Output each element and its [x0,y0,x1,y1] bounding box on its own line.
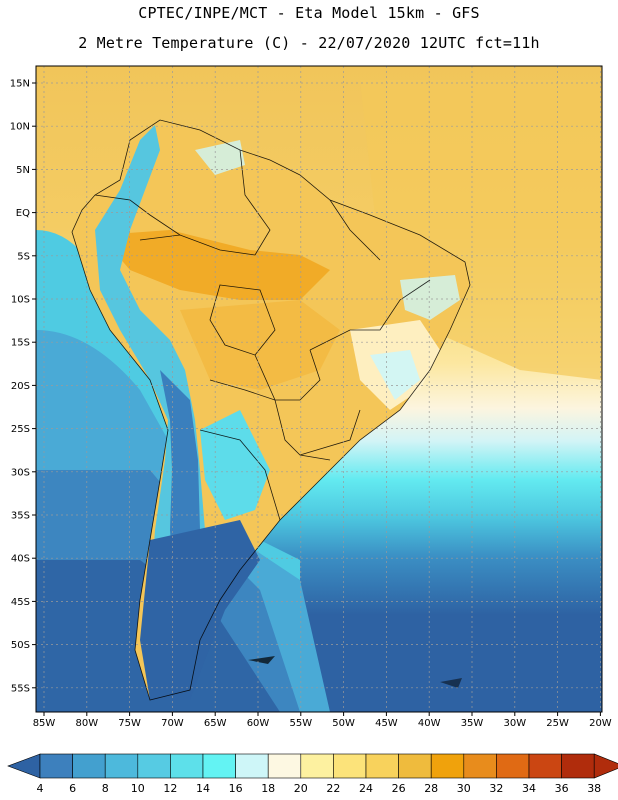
colorbar-label: 22 [326,782,340,795]
lon-label: 20W [589,718,612,729]
map-field [36,66,602,712]
lat-label: 30S [11,467,30,478]
map-frame [35,65,603,713]
colorbar-segment [300,753,334,779]
lon-label: 55W [289,718,312,729]
colorbar-label: 6 [69,782,76,795]
lat-label: 45S [11,597,30,608]
colorbar-label: 30 [457,782,471,795]
chart-title: CPTEC/INPE/MCT - Eta Model 15km - GFS [138,4,480,22]
colorbar-label: 20 [294,782,308,795]
colorbar-label: 32 [489,782,503,795]
latitude-labels: 15N 10N 5N EQ 5S 10S 15S 20S 25S 30S 35S 40S 45S 50S 5… [10,79,36,694]
colorbar-segment [104,753,139,779]
colorbar-segment [496,753,530,779]
lat-label: 5S [17,251,30,262]
colorbar-label: 16 [229,782,243,795]
lat-label: 15N [10,79,30,90]
lon-label: 50W [332,718,355,729]
lon-label: 45W [375,718,398,729]
colorbar-segment [267,753,302,779]
lat-label: 35S [11,511,30,522]
colorbar-segment [170,753,204,779]
map-gridlines [36,66,602,712]
colorbar-right-arrow [593,753,618,779]
lon-label: 60W [247,718,270,729]
colorbar-segment [528,753,562,779]
colorbar-segment [430,753,465,779]
colorbar: 4 6 8 10 12 14 16 18 20 22 24 26 28 30 32 34 36 38 [7,753,618,795]
colorbar-segment [235,753,269,779]
colorbar-label: 36 [555,782,569,795]
colorbar-left-arrow [7,753,41,779]
lat-label: 10S [11,295,30,306]
lon-label: 80W [75,718,98,729]
lon-label: 30W [503,718,526,729]
lat-label: 5N [16,165,30,176]
lon-label: 25W [546,718,569,729]
colorbar-segment [39,753,73,779]
colorbar-label: 10 [131,782,145,795]
chart-subtitle: 2 Metre Temperature (C) - 22/07/2020 12U… [78,34,540,52]
lon-label: 85W [33,718,56,729]
colorbar-label: 28 [424,782,438,795]
colorbar-segment [202,753,236,779]
colorbar-segment [398,753,432,779]
colorbar-label: 8 [102,782,109,795]
colorbar-label: 24 [359,782,373,795]
lat-label: 10N [10,122,30,133]
colorbar-label: 38 [587,782,601,795]
colorbar-label: 34 [522,782,536,795]
lat-label: 50S [11,640,30,651]
colorbar-segment [365,753,399,779]
lat-label: 25S [11,424,30,435]
colorbar-segment [561,753,595,779]
colorbar-label: 14 [196,782,210,795]
longitude-labels: 85W 80W 75W 70W 65W 60W 55W 50W 45W 40W 35W 30W 25W 2… [33,712,612,729]
lon-label: 65W [204,718,227,729]
colorbar-label: 12 [163,782,177,795]
colorbar-label: 4 [37,782,44,795]
lon-label: 35W [461,718,484,729]
colorbar-label: 18 [261,782,275,795]
lat-label: 40S [11,554,30,565]
lon-label: 70W [161,718,184,729]
lat-label: 55S [11,683,30,694]
lon-label: 75W [118,718,141,729]
colorbar-segment [463,753,497,779]
lon-label: 40W [418,718,441,729]
colorbar-segment [72,753,106,779]
colorbar-segment [137,753,171,779]
colorbar-segment [333,753,367,779]
lat-label: 20S [11,381,30,392]
lat-label: EQ [16,208,30,219]
colorbar-label: 26 [392,782,406,795]
lat-label: 15S [11,338,30,349]
